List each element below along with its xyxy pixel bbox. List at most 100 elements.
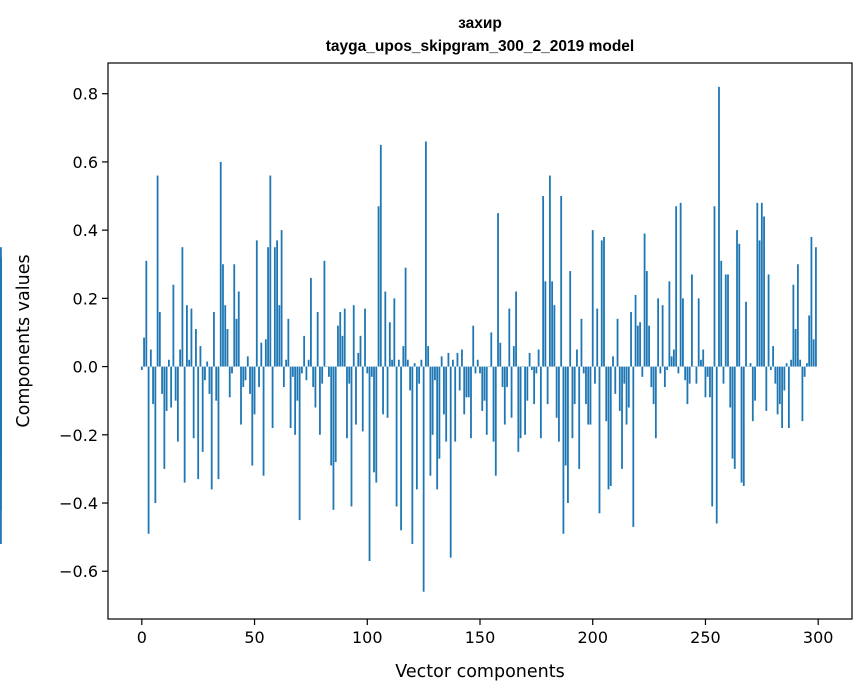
bar — [612, 356, 614, 367]
bar — [186, 305, 188, 367]
bar — [246, 356, 249, 367]
bar — [501, 366, 504, 388]
bar — [231, 366, 233, 374]
bar — [772, 346, 774, 367]
bar — [273, 247, 276, 367]
bar — [163, 366, 166, 469]
bar — [158, 312, 161, 367]
bar — [357, 352, 360, 367]
bar — [305, 366, 308, 381]
bar — [596, 308, 599, 367]
bar — [796, 264, 799, 367]
bar — [657, 298, 660, 367]
bar — [402, 346, 405, 367]
bar — [316, 312, 319, 367]
bar — [564, 366, 567, 466]
bar — [440, 356, 443, 367]
bar — [379, 144, 382, 367]
bar — [481, 366, 484, 411]
bar — [219, 161, 222, 367]
bar — [736, 230, 738, 367]
bar — [156, 175, 159, 367]
bar — [406, 359, 409, 367]
bar — [397, 359, 400, 367]
bar — [165, 366, 168, 411]
bar — [352, 305, 355, 367]
bar — [605, 366, 608, 422]
bar — [330, 366, 333, 466]
bar — [452, 359, 454, 367]
x-tick-label: 200 — [577, 628, 608, 647]
x-tick-label: 150 — [465, 628, 496, 647]
bar — [174, 366, 177, 401]
bar — [627, 366, 630, 408]
bar — [641, 366, 644, 377]
bar — [154, 366, 157, 504]
bar — [0, 359, 2, 367]
bar — [663, 366, 666, 388]
bar — [742, 366, 745, 486]
bar — [375, 366, 378, 483]
bar — [197, 366, 200, 480]
bar — [704, 366, 707, 398]
bar — [580, 318, 583, 367]
bar — [497, 213, 499, 367]
bar — [648, 325, 650, 367]
bar — [176, 366, 179, 442]
bar — [677, 366, 680, 374]
bar — [244, 366, 247, 381]
bar — [172, 284, 175, 367]
bar — [778, 366, 781, 405]
bar — [240, 366, 242, 425]
bar — [512, 346, 515, 367]
bar — [310, 277, 312, 367]
bar — [553, 305, 556, 367]
bar — [537, 349, 540, 367]
bar — [474, 366, 477, 374]
bar — [296, 366, 299, 401]
bar — [506, 366, 508, 388]
bar — [754, 366, 756, 401]
bar — [763, 216, 765, 367]
y-tick-label: 0.6 — [73, 153, 98, 172]
y-tick-label: 0.0 — [73, 358, 98, 377]
bar — [810, 236, 813, 367]
bar — [609, 366, 612, 486]
bar — [472, 325, 475, 367]
bar — [661, 305, 664, 367]
bar — [404, 267, 407, 367]
bar — [461, 349, 463, 367]
bar — [713, 206, 716, 367]
bar — [686, 366, 689, 405]
bar — [264, 339, 267, 367]
bar — [510, 366, 513, 418]
bar — [181, 247, 184, 367]
bar — [319, 366, 321, 435]
bar — [650, 366, 653, 388]
bar — [787, 366, 790, 428]
bar — [217, 366, 220, 480]
bar — [724, 274, 727, 367]
bar — [535, 366, 538, 374]
bar — [348, 366, 351, 384]
y-axis-label: Components values — [14, 254, 34, 427]
bar — [652, 366, 655, 405]
bar — [792, 284, 795, 367]
bar — [298, 366, 301, 521]
bar — [508, 308, 511, 367]
bar — [675, 206, 678, 367]
bar — [672, 349, 675, 367]
bar — [587, 366, 590, 425]
bar — [388, 322, 391, 367]
bar — [447, 352, 450, 367]
bar — [616, 318, 619, 367]
bar — [235, 318, 238, 367]
x-tick-label: 100 — [352, 628, 383, 647]
bar — [152, 366, 154, 405]
bar — [591, 230, 594, 367]
bar — [210, 366, 213, 490]
bar — [258, 366, 260, 388]
bar — [386, 366, 389, 418]
y-axis: −0.6 −0.4 −0.2 0.0 0.2 0.4 0.6 0.8 — [59, 85, 108, 581]
